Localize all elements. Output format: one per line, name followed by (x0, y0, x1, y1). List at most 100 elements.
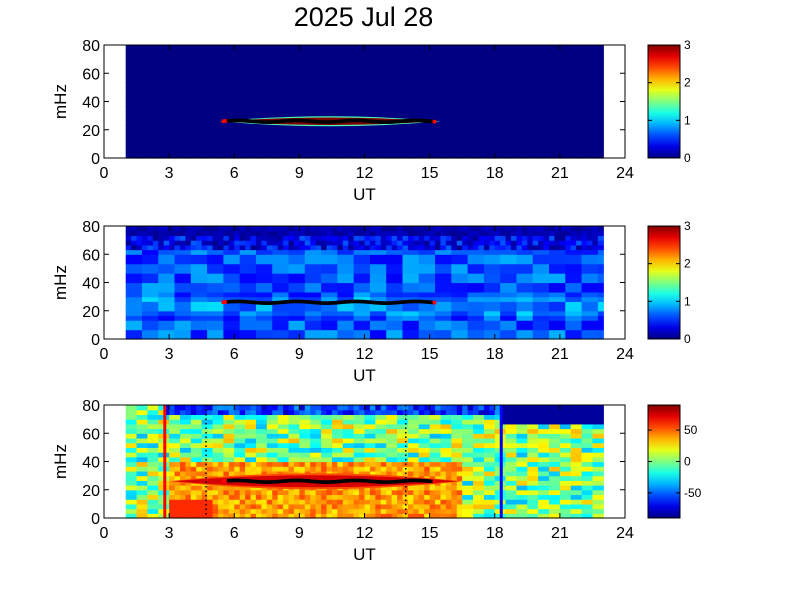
detection-point (242, 299, 247, 304)
detection-point (226, 299, 231, 304)
detection-point (370, 119, 374, 124)
detection-point (245, 119, 249, 123)
y-tick-label: 80 (82, 398, 100, 415)
detection-point (304, 119, 309, 123)
y-tick-label: 20 (82, 483, 100, 500)
detection-point (247, 119, 252, 123)
detection-point (331, 301, 335, 305)
detection-point (380, 301, 385, 305)
detection-point (331, 120, 335, 124)
detection-point (344, 479, 348, 483)
detection-point (328, 480, 333, 484)
detection-point (302, 478, 306, 483)
detection-point (271, 120, 275, 124)
detection-point (372, 300, 377, 305)
x-axis-label: UT (353, 185, 376, 204)
detection-point (239, 299, 244, 304)
detection-point (307, 300, 312, 304)
x-tick-label: 3 (165, 525, 174, 542)
detection-point (226, 118, 231, 123)
detection-point (385, 120, 390, 124)
x-tick-label: 15 (421, 346, 439, 363)
detection-point (229, 478, 234, 483)
detection-point (414, 478, 418, 483)
detection-point (390, 120, 395, 124)
detection-point (268, 301, 273, 305)
detection-point (323, 480, 327, 484)
detection-point (390, 480, 395, 484)
detection-point (419, 118, 424, 123)
y-axis-label: mHz (51, 84, 70, 119)
detection-point (281, 300, 286, 304)
detection-point (258, 120, 262, 124)
detection-point (375, 479, 379, 484)
detection-point (281, 479, 286, 483)
detection-point (252, 300, 257, 305)
detection-point (409, 299, 413, 304)
detection-point (250, 300, 254, 305)
detection-point (416, 478, 421, 483)
x-tick-label: 18 (486, 525, 504, 542)
figure-title: 2025 Jul 28 (293, 2, 434, 32)
y-tick-label: 60 (82, 426, 100, 443)
detection-point (276, 479, 280, 484)
detection-point (388, 120, 392, 124)
detection-point (385, 301, 390, 305)
detection-point (346, 478, 351, 483)
detection-point (411, 118, 416, 123)
detection-point (362, 478, 366, 483)
detection-point (237, 478, 241, 483)
detection-point (278, 479, 283, 484)
detection-point (299, 118, 304, 123)
detection-point (359, 118, 364, 123)
x-tick-label: 12 (356, 346, 374, 363)
detection-point (354, 478, 359, 483)
detection-point (297, 299, 301, 304)
detection-point (375, 119, 379, 124)
detection-point (349, 478, 353, 483)
detection-point (268, 120, 273, 124)
x-tick-label: 3 (165, 346, 174, 363)
detection-point (380, 120, 385, 124)
y-tick-label: 80 (82, 219, 100, 236)
detection-point (310, 300, 314, 305)
detection-point (388, 301, 392, 305)
detection-point (341, 300, 346, 304)
detection-point (341, 119, 346, 123)
detection-point (237, 118, 241, 123)
detection-point (351, 299, 356, 304)
x-tick-label: 0 (100, 525, 109, 542)
detection-point (403, 479, 408, 483)
detection-point (331, 480, 335, 484)
detection-point (432, 119, 437, 124)
detection-point (299, 478, 304, 483)
detection-point (221, 119, 226, 124)
detection-point (349, 299, 353, 304)
x-tick-label: 9 (295, 165, 304, 182)
detection-point (252, 479, 257, 484)
detection-point (422, 118, 426, 123)
detection-point (427, 479, 431, 483)
x-tick-label: 6 (230, 346, 239, 363)
detection-point (393, 479, 398, 484)
detections (221, 299, 437, 305)
detection-point (367, 300, 372, 304)
detection-point (357, 118, 361, 123)
detection-point (409, 118, 413, 123)
detection-point (265, 120, 270, 124)
detection-point (401, 119, 405, 123)
panel-3: 0 3 6 9 12 15 18 21 24 0 20 40 60 80 UT mHz 50 0 -50 (51, 398, 702, 564)
detection-point (336, 300, 340, 305)
detection-point (429, 119, 434, 124)
detection-point (294, 118, 299, 123)
detection-point (406, 299, 411, 304)
detections (221, 478, 437, 484)
detection-point (281, 119, 286, 123)
detection-point (310, 119, 314, 124)
detection-point (398, 119, 403, 124)
y-tick-label: 20 (82, 304, 100, 321)
colorbar-gradient (647, 44, 681, 159)
detection-point (403, 300, 408, 304)
detection-point (289, 478, 293, 483)
detection-point (320, 120, 325, 124)
